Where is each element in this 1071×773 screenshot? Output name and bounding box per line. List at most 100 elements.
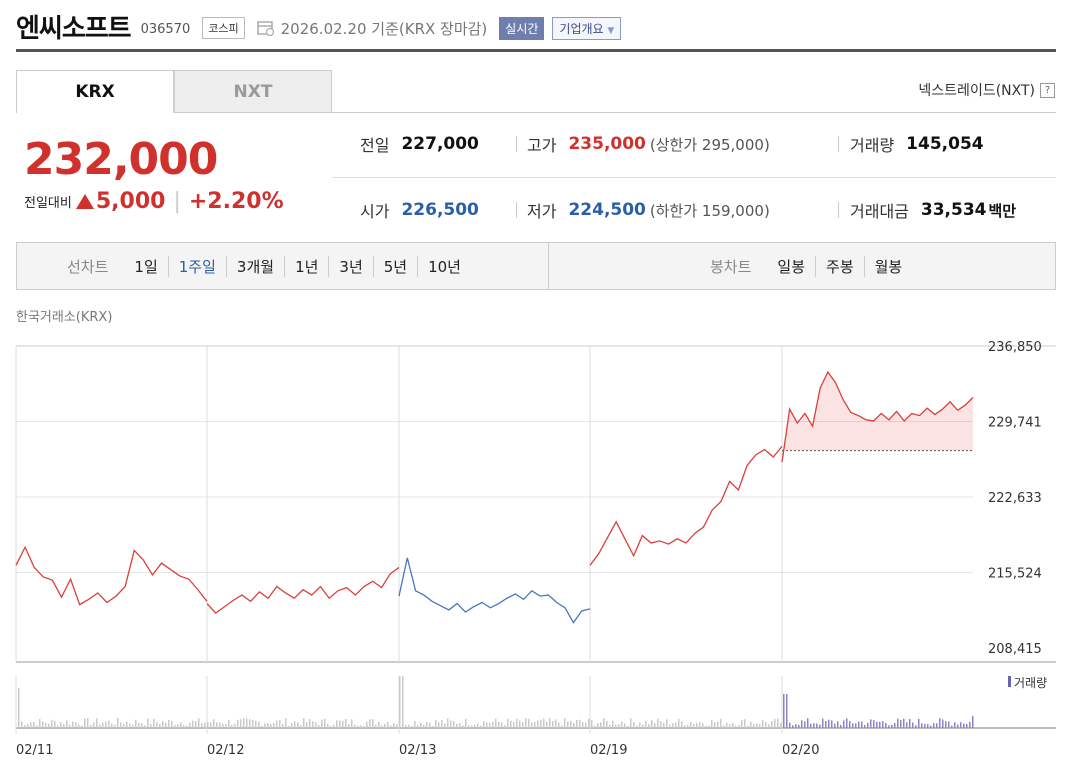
volume-bar	[195, 720, 197, 728]
volume-bar	[396, 724, 398, 728]
volume-bar	[330, 725, 332, 728]
volume-bar	[297, 722, 299, 728]
volume-bar	[780, 722, 782, 728]
volume-bar	[522, 722, 524, 728]
volume-bar	[684, 725, 686, 728]
candle-chart-label: 봉차트	[710, 257, 752, 276]
candle-monthly[interactable]: 월봉	[863, 255, 913, 277]
volume-bar	[912, 722, 914, 728]
volume-bar	[552, 720, 554, 728]
period-3y[interactable]: 3년	[328, 255, 372, 277]
stat-label: 거래대금	[850, 202, 909, 221]
change-amount: 5,000	[95, 189, 166, 214]
volume-bar	[648, 724, 650, 728]
volume-bar	[186, 725, 188, 728]
help-icon[interactable]: ?	[1040, 82, 1055, 98]
period-1y[interactable]: 1년	[284, 255, 328, 277]
nxt-link[interactable]: 넥스트레이드(NXT) ?	[918, 80, 1055, 100]
volume-bar	[579, 719, 581, 728]
volume-bar	[132, 724, 134, 728]
volume-bar	[678, 718, 680, 728]
price-line-02-11	[15, 545, 208, 606]
volume-bar	[756, 723, 758, 728]
volume-bar	[513, 722, 515, 728]
volume-bar	[249, 719, 251, 728]
volume-bar	[705, 725, 707, 728]
company-overview-button[interactable]: 기업개요 ▼	[552, 16, 622, 40]
volume-bar	[936, 723, 938, 728]
volume-bar	[762, 720, 764, 728]
volume-bar	[699, 721, 701, 728]
period-1d[interactable]: 1일	[134, 257, 158, 276]
volume-bar	[531, 722, 533, 728]
volume-bar	[69, 724, 71, 728]
volume-bar	[390, 725, 392, 728]
volume-bar	[237, 719, 239, 728]
volume-bar	[570, 720, 572, 728]
stat-label: 거래량	[850, 136, 895, 155]
volume-bar	[477, 723, 479, 728]
volume-bar	[357, 725, 359, 728]
volume-bar	[318, 724, 320, 728]
volume-bar	[681, 721, 683, 728]
volume-bar	[621, 721, 623, 728]
volume-bar	[42, 721, 44, 728]
volume-bar	[591, 720, 593, 728]
realtime-button[interactable]: 실시간	[499, 16, 545, 40]
volume-bar	[633, 721, 635, 728]
candle-daily[interactable]: 일봉	[777, 257, 806, 276]
x-tick-label: 02/13	[399, 743, 436, 758]
volume-bar	[750, 721, 752, 728]
volume-bar	[261, 725, 263, 728]
volume-bar	[39, 718, 41, 728]
candle-weekly[interactable]: 주봉	[815, 255, 864, 277]
volume-bar	[420, 722, 422, 728]
volume-bar	[660, 721, 662, 728]
volume-bar	[549, 718, 551, 728]
volume-bar	[798, 724, 800, 728]
price-chart[interactable]: 236,850 229,741 222,633 215,524 208,415 02/11…	[0, 330, 1071, 773]
stat-unit: 백만	[988, 201, 1017, 220]
stat-value: 235,000	[568, 134, 646, 154]
tab-krx[interactable]: KRX	[16, 70, 174, 113]
volume-bar	[597, 723, 599, 728]
volume-bar	[225, 724, 227, 728]
volume-bar	[519, 720, 521, 728]
volume-bar	[498, 721, 500, 728]
volume-bar	[273, 722, 275, 728]
stat-value: 226,500	[401, 200, 479, 220]
volume-bar	[600, 722, 602, 728]
volume-bar	[807, 718, 809, 728]
tab-nxt[interactable]: NXT	[174, 70, 332, 113]
volume-bar	[24, 725, 26, 728]
volume-bar	[609, 724, 611, 728]
period-5y[interactable]: 5년	[372, 255, 417, 277]
period-10y[interactable]: 10년	[417, 255, 471, 277]
volume-bar	[324, 718, 326, 728]
stat-volume: 거래량 145,054	[850, 132, 984, 156]
volume-bar	[201, 723, 203, 728]
volume-bar	[183, 725, 185, 728]
volume-bar	[204, 722, 206, 728]
volume-bar	[792, 725, 794, 728]
volume-bar	[510, 720, 512, 728]
volume-bar	[312, 721, 314, 728]
volume-bar	[99, 724, 101, 728]
lower-limit: (하한가 159,000)	[649, 201, 770, 220]
volume-bar	[447, 718, 449, 728]
volume-bar	[645, 720, 647, 728]
volume-bar	[327, 723, 329, 728]
stat-row-divider	[332, 177, 1056, 178]
volume-bar	[777, 718, 779, 728]
period-3m[interactable]: 3개월	[225, 255, 284, 277]
volume-bar	[516, 718, 518, 728]
volume-bar	[36, 725, 38, 728]
price-line-02-20	[781, 370, 974, 463]
volume-bar	[837, 721, 839, 728]
volume-bar	[930, 725, 932, 728]
volume-bar	[810, 723, 812, 728]
period-1w[interactable]: 1주일	[167, 255, 226, 277]
volume-bar	[903, 718, 905, 728]
volume-bar	[537, 720, 539, 728]
volume-bar	[627, 725, 629, 728]
